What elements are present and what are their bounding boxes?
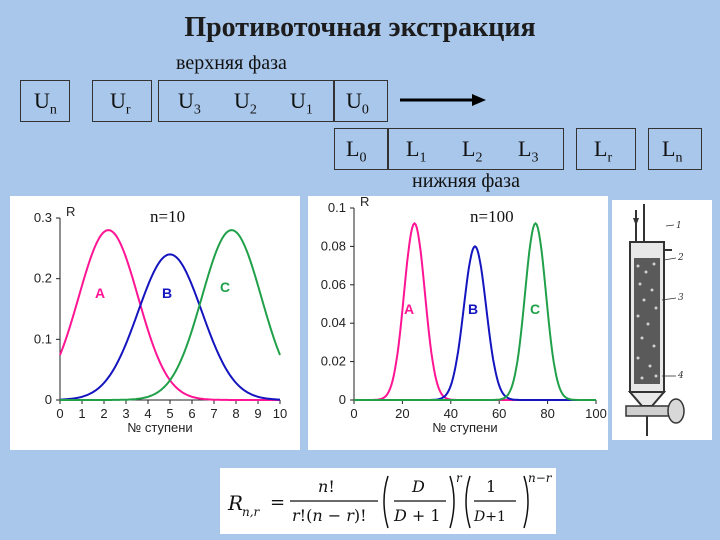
svg-text:D: D <box>411 477 425 496</box>
y-axis-label: R <box>360 196 369 209</box>
formula-exponent-box: n−r <box>520 468 556 534</box>
x-tick-label: 80 <box>540 406 554 421</box>
lower-phase-label: нижняя фаза <box>412 170 520 192</box>
lower-cell-0 <box>334 128 388 170</box>
lower-label-n: Ln <box>662 136 683 166</box>
y-tick-label: 0.3 <box>34 210 52 225</box>
upper-label-3: U3 <box>178 88 201 118</box>
chart-annotation: n=100 <box>470 207 514 226</box>
page-title: Противоточная экстракция <box>184 12 536 43</box>
x-axis-label: № ступени <box>127 420 192 435</box>
svg-text:1: 1 <box>676 221 682 231</box>
x-tick-label: 4 <box>144 406 151 421</box>
upper-label-0: U0 <box>346 88 369 118</box>
x-axis-label: № ступени <box>432 420 497 435</box>
x-tick-label: 7 <box>210 406 217 421</box>
series-line-C <box>60 229 281 401</box>
lower-cell-n <box>648 128 702 170</box>
upper-cell-r <box>92 80 152 122</box>
series-label-A: A <box>95 285 105 301</box>
extraction-column-icon: 1 2 3 4 <box>612 200 712 440</box>
svg-text:n,r: n,r <box>242 505 261 519</box>
svg-text:D + 1: D + 1 <box>393 506 441 525</box>
svg-text:4: 4 <box>677 371 684 381</box>
chart-n100: 0 20 40 60 80 100 0 0.02 0.04 0.06 0.08 0.1 R № ступе… <box>308 196 608 450</box>
series-label-C: C <box>220 279 230 295</box>
x-tick-label: 3 <box>122 406 129 421</box>
svg-text:=: = <box>270 492 285 513</box>
series-label-B: B <box>162 285 172 301</box>
svg-text:D+1: D+1 <box>473 509 506 525</box>
series-label-C: C <box>530 301 540 317</box>
series-line-A <box>59 229 280 401</box>
x-tick-label: 6 <box>188 406 195 421</box>
svg-text:3: 3 <box>678 293 684 303</box>
upper-label-n: Un <box>34 88 57 118</box>
svg-text:2: 2 <box>677 253 684 263</box>
x-tick-label: 60 <box>492 406 506 421</box>
y-tick-label: 0.1 <box>328 200 346 215</box>
upper-phase-label: верхняя фаза <box>176 52 287 74</box>
upper-label-r: Ur <box>110 88 131 118</box>
x-tick-label: 2 <box>100 406 107 421</box>
lower-label-1: L1 <box>406 136 427 166</box>
series-label-A: A <box>404 301 414 317</box>
lower-label-r: Lr <box>594 136 613 166</box>
distribution-formula: R n,r = n! r!(n − r)! D D + 1 r 1 D+1 <box>220 468 520 534</box>
upper-cell-0 <box>334 80 388 122</box>
svg-text:R: R <box>227 491 243 515</box>
y-tick-label: 0 <box>339 392 346 407</box>
y-tick-label: 0 <box>45 392 52 407</box>
x-tick-label: 9 <box>254 406 261 421</box>
upper-cell-group <box>158 80 334 122</box>
svg-text:n!: n! <box>318 477 335 496</box>
flow-arrow-icon <box>400 94 486 106</box>
x-tick-label: 40 <box>444 406 458 421</box>
y-tick-label: 0.06 <box>321 277 346 292</box>
x-tick-label: 0 <box>56 406 63 421</box>
x-tick-label: 100 <box>585 406 607 421</box>
series-line-C <box>354 221 596 401</box>
upper-label-2: U2 <box>234 88 257 118</box>
x-tick-label: 10 <box>273 406 287 421</box>
y-tick-label: 0.04 <box>321 315 346 330</box>
chart-annotation: n=10 <box>150 207 185 226</box>
series-line-B <box>60 253 280 401</box>
lower-label-3: L3 <box>518 136 539 166</box>
lower-cell-r <box>576 128 636 170</box>
x-tick-label: 20 <box>395 406 409 421</box>
x-tick-label: 5 <box>166 406 173 421</box>
y-axis-label: R <box>66 204 75 219</box>
x-tick-label: 8 <box>232 406 239 421</box>
lower-label-0: L0 <box>346 136 367 166</box>
y-tick-label: 0.02 <box>321 354 346 369</box>
y-tick-label: 0.1 <box>34 331 52 346</box>
series-label-B: B <box>468 301 478 317</box>
series-line-B <box>354 245 596 401</box>
svg-text:r!(n − r)!: r!(n − r)! <box>292 506 367 525</box>
x-tick-label: 1 <box>78 406 85 421</box>
svg-text:1: 1 <box>486 477 496 496</box>
y-tick-label: 0.08 <box>321 238 346 253</box>
upper-label-1: U1 <box>290 88 313 118</box>
x-tick-label: 0 <box>350 406 357 421</box>
svg-text:r: r <box>456 471 463 485</box>
lower-cell-group <box>388 128 564 170</box>
y-tick-label: 0.2 <box>34 271 52 286</box>
lower-label-2: L2 <box>462 136 483 166</box>
svg-text:n−r: n−r <box>528 471 553 485</box>
upper-cell-n <box>20 80 70 122</box>
